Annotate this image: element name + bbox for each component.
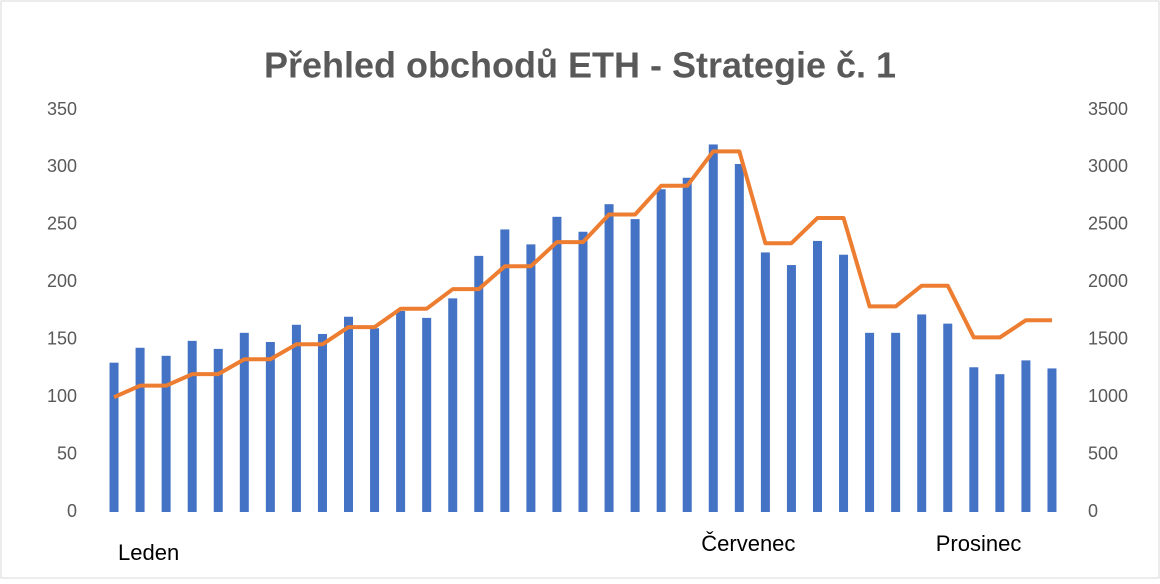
bar	[370, 328, 380, 512]
bar	[291, 324, 301, 512]
y2-tick-label: 2500	[1088, 214, 1128, 234]
bar	[656, 189, 666, 512]
y2-tick-label: 500	[1088, 443, 1118, 463]
bar	[578, 231, 588, 512]
y2-tick-label: 2000	[1088, 271, 1128, 291]
y-tick-label: 0	[67, 501, 77, 521]
bar	[109, 362, 119, 512]
x-tick-label: Červenec	[701, 531, 795, 556]
bar	[448, 298, 458, 512]
bar	[422, 317, 432, 512]
x-tick-label: Prosinec	[936, 531, 1022, 556]
x-tick-label: Leden	[118, 540, 179, 565]
bar	[396, 311, 406, 512]
y2-tick-label: 3000	[1088, 156, 1128, 176]
y-tick-label: 150	[47, 328, 77, 348]
bar	[839, 254, 849, 512]
bar	[682, 177, 692, 512]
bar	[474, 255, 484, 512]
bar	[135, 347, 145, 512]
bar	[239, 332, 249, 512]
y-tick-label: 200	[47, 271, 77, 291]
y-tick-label: 100	[47, 386, 77, 406]
y2-tick-label: 3500	[1088, 99, 1128, 119]
bar	[1047, 368, 1057, 512]
bar	[865, 332, 875, 512]
y2-tick-label: 0	[1088, 501, 1098, 521]
y-tick-label: 350	[47, 99, 77, 119]
bar	[891, 332, 901, 512]
bar	[161, 355, 171, 512]
bar	[552, 216, 562, 512]
bar	[734, 163, 744, 513]
bar	[969, 367, 979, 512]
line	[113, 149, 1052, 399]
y-tick-label: 50	[57, 443, 77, 463]
bar	[917, 314, 927, 512]
bar	[213, 348, 223, 512]
y-tick-label: 250	[47, 214, 77, 234]
bar	[344, 316, 354, 512]
bar	[265, 342, 275, 512]
bar	[995, 374, 1005, 512]
bar	[187, 340, 197, 512]
y2-tick-label: 1000	[1088, 386, 1128, 406]
chart-title: Přehled obchodů ETH - Strategie č. 1	[264, 45, 896, 86]
bar	[812, 240, 822, 513]
bar	[760, 252, 770, 512]
y2-tick-label: 1500	[1088, 328, 1128, 348]
bar	[317, 333, 327, 512]
y-tick-label: 300	[47, 156, 77, 176]
bar	[630, 219, 640, 512]
bar	[786, 265, 796, 512]
bar	[708, 144, 718, 512]
bar	[943, 323, 953, 512]
bar	[604, 204, 614, 512]
bar	[500, 229, 510, 513]
bar	[1021, 360, 1031, 512]
bar	[526, 244, 536, 512]
